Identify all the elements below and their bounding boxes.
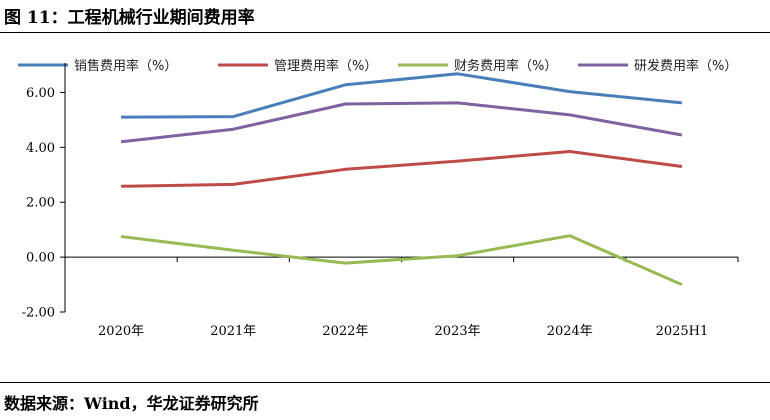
chart-legend: 销售费用率（%） 管理费用率（%） 财务费用率（%） 研发费用率（%）	[18, 58, 737, 74]
bottom-rule	[0, 382, 770, 383]
chart-series	[120, 72, 683, 286]
series-line-4	[120, 101, 683, 144]
y-axis-ticks: -2.00 0.00 2.00 4.00 6.00	[22, 86, 65, 321]
x-axis-ticks: 2020年 2021年 2022年 2023年 2024年 2025H1	[98, 324, 708, 339]
top-rule	[0, 32, 770, 33]
y-tick-label: 6.00	[26, 86, 55, 101]
series-line-1	[121, 72, 683, 119]
legend-label-4: 研发费用率（%）	[634, 58, 737, 74]
x-tick-label: 2025H1	[656, 324, 709, 339]
y-tick-label: 0.00	[26, 251, 55, 266]
x-tick-label: 2024年	[547, 324, 593, 339]
data-source: 数据来源：Wind，华龙证券研究所	[4, 394, 259, 413]
chart-axes	[64, 63, 739, 312]
figure-title: 图 11：工程机械行业期间费用率	[4, 8, 255, 28]
x-tick-label: 2021年	[210, 324, 256, 339]
line-chart: 销售费用率（%） 管理费用率（%） 财务费用率（%） 研发费用率（%） -2.00 0.…	[18, 58, 739, 339]
y-tick-label: 2.00	[26, 196, 55, 211]
x-tick-label: 2020年	[98, 324, 144, 339]
y-tick-label: 4.00	[26, 141, 55, 156]
x-tick-label: 2023年	[435, 324, 481, 339]
legend-label-3: 财务费用率（%）	[454, 58, 557, 74]
legend-label-2: 管理费用率（%）	[274, 58, 377, 74]
series-line-2	[121, 150, 683, 188]
legend-label-1: 销售费用率（%）	[74, 58, 177, 74]
x-tick-label: 2022年	[322, 324, 368, 339]
series-line-3	[120, 234, 683, 286]
y-tick-label: -2.00	[22, 306, 55, 321]
